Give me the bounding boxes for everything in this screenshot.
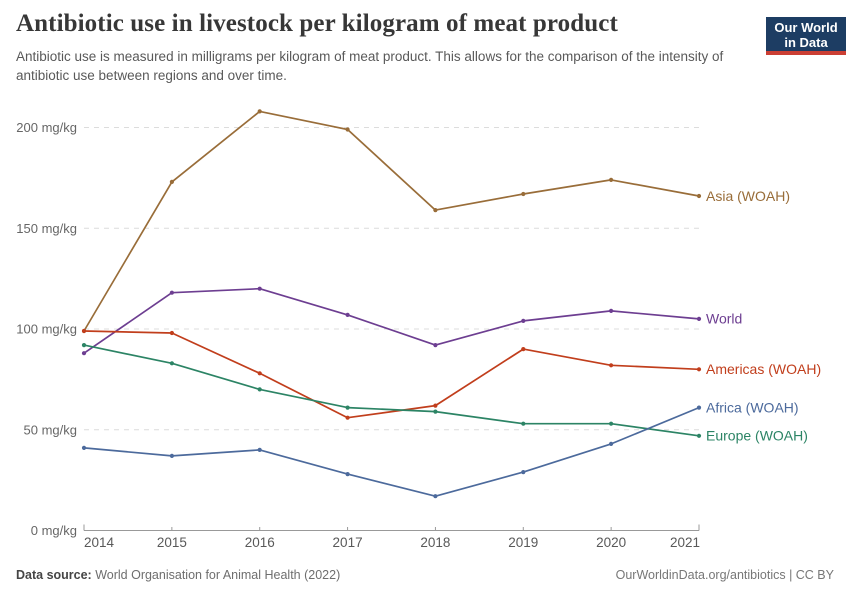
series-americas-woah: Americas (WOAH) xyxy=(81,328,821,420)
data-point xyxy=(345,312,350,317)
x-tick-label: 2019 xyxy=(508,535,538,550)
owid-logo-line1: Our World xyxy=(774,20,838,35)
series-world: World xyxy=(81,286,742,356)
data-point xyxy=(609,363,614,368)
series-africa-woah: Africa (WOAH) xyxy=(81,399,799,499)
y-tick-label: 200 mg/kg xyxy=(16,120,77,135)
series-line xyxy=(83,330,700,419)
data-source: Data source: World Organisation for Anim… xyxy=(16,568,340,582)
y-tick-label: 0 mg/kg xyxy=(31,523,77,538)
data-source-label: Data source: xyxy=(16,568,92,582)
x-tick-label: 2020 xyxy=(596,535,626,550)
data-point xyxy=(169,361,174,366)
data-point xyxy=(169,453,174,458)
data-point xyxy=(521,347,526,352)
data-point xyxy=(609,177,614,182)
data-point xyxy=(609,421,614,426)
data-point xyxy=(696,193,702,199)
data-source-value: World Organisation for Animal Health (20… xyxy=(91,568,341,582)
owid-logo[interactable]: Our World in Data xyxy=(766,17,846,55)
series-line xyxy=(83,110,700,332)
data-point xyxy=(609,441,614,446)
data-point xyxy=(81,351,87,356)
series-europe-woah: Europe (WOAH) xyxy=(81,343,808,444)
series-label: Americas (WOAH) xyxy=(706,361,821,377)
data-point xyxy=(433,494,438,499)
chart-title: Antibiotic use in livestock per kilogram… xyxy=(16,10,618,37)
series-label: Asia (WOAH) xyxy=(706,188,790,204)
chart-footer: Data source: World Organisation for Anim… xyxy=(16,568,834,582)
data-point xyxy=(345,127,350,132)
x-tick-label: 2021 xyxy=(670,535,700,550)
data-point xyxy=(521,421,526,426)
data-point xyxy=(433,409,438,414)
x-tick-label: 2014 xyxy=(84,535,115,550)
y-tick-label: 150 mg/kg xyxy=(16,221,77,236)
data-point xyxy=(169,330,174,336)
data-point xyxy=(169,290,174,295)
data-point xyxy=(696,367,702,372)
data-point xyxy=(696,316,702,321)
data-point xyxy=(345,405,350,410)
data-point xyxy=(169,179,174,184)
chart-header: Antibiotic use in livestock per kilogram… xyxy=(16,10,756,85)
attribution-link[interactable]: OurWorldinData.org/antibiotics | CC BY xyxy=(615,568,834,582)
series-label: World xyxy=(706,311,742,327)
data-point xyxy=(81,343,87,348)
y-tick-label: 100 mg/kg xyxy=(16,322,77,337)
data-point xyxy=(521,470,526,475)
data-point xyxy=(433,403,438,408)
data-point xyxy=(257,286,262,291)
data-point xyxy=(433,343,438,348)
data-point xyxy=(521,318,526,323)
data-point xyxy=(521,191,526,197)
data-point xyxy=(696,433,702,438)
data-point xyxy=(345,415,350,420)
x-tick-label: 2018 xyxy=(420,535,450,550)
data-point xyxy=(81,445,87,450)
data-point xyxy=(81,328,87,334)
series-line xyxy=(83,287,700,355)
series-line xyxy=(83,406,700,498)
x-tick-label: 2015 xyxy=(157,535,187,550)
series-asia-woah: Asia (WOAH) xyxy=(81,109,790,334)
owid-logo-line2: in Data xyxy=(784,35,828,50)
x-tick-label: 2016 xyxy=(245,535,275,550)
gridlines: 0 mg/kg 50 mg/kg 100 mg/kg 150 mg/kg 200 mg/… xyxy=(16,120,699,538)
data-point xyxy=(696,405,702,410)
x-tick-label: 2017 xyxy=(333,535,363,550)
data-point xyxy=(609,308,614,313)
chart-subtitle: Antibiotic use is measured in milligrams… xyxy=(16,49,724,84)
data-point xyxy=(257,447,262,452)
data-point xyxy=(257,387,262,392)
series-label: Africa (WOAH) xyxy=(706,399,799,415)
data-point xyxy=(433,208,438,213)
data-point xyxy=(257,371,262,376)
x-axis: 2014 2015 2016 2017 2018 2019 2020 2021 xyxy=(83,524,700,550)
data-point xyxy=(345,472,350,477)
y-tick-label: 50 mg/kg xyxy=(24,422,77,437)
series-line xyxy=(83,344,700,437)
series-label: Europe (WOAH) xyxy=(706,428,808,444)
data-point xyxy=(257,109,262,114)
